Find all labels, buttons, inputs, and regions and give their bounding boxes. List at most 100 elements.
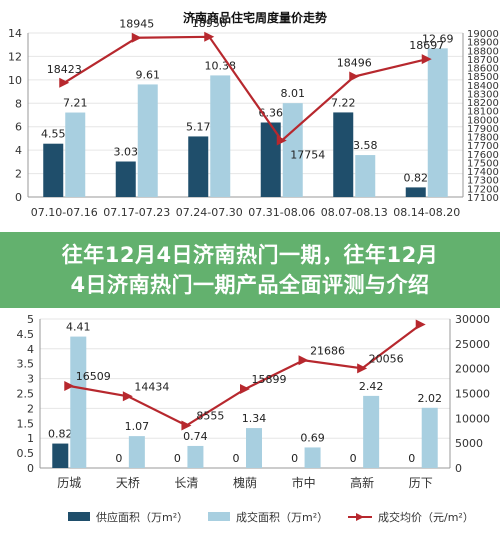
chart2-deal-label: 4.41	[66, 321, 91, 334]
chart2-price-marker	[415, 319, 426, 330]
chart2-deal-bar	[70, 336, 87, 468]
title-banner: 往年12月4日济南热门一期，往年12月 4日济南热门一期产品全面评测与介绍	[0, 232, 500, 308]
chart1-deal-bar	[427, 48, 448, 197]
chart1-supply-bar	[333, 112, 354, 197]
chart1-left-tick: 0	[15, 191, 22, 204]
chart1-deal-label: 8.01	[281, 87, 306, 100]
chart1-category-label: 07.31-08.06	[248, 206, 315, 219]
chart1-right-tick: 18800	[467, 46, 499, 57]
chart1-supply-bar	[405, 187, 426, 197]
chart1-right-tick: 17300	[467, 176, 499, 187]
chart2-deal-bar	[246, 428, 262, 468]
chart1-deal-bar	[137, 84, 158, 197]
chart2-left-tick: 2	[27, 402, 34, 415]
chart1-right-tick: 18200	[467, 98, 499, 109]
chart1-deal-label: 10.38	[205, 59, 237, 72]
chart2-right-tick: 5000	[455, 437, 483, 450]
chart2-price-label: 14434	[134, 380, 169, 393]
chart2-price-marker	[122, 391, 133, 402]
chart2-supply-zero-label: 0	[115, 452, 122, 465]
chart2-left-tick: 4.5	[17, 328, 35, 341]
chart1-right-tick: 18600	[467, 64, 499, 75]
chart1-left-tick: 12	[8, 50, 22, 63]
chart1-deal-label: 3.58	[353, 139, 378, 152]
chart1-supply-bar	[43, 143, 64, 197]
chart1-right-tick: 18000	[467, 115, 499, 126]
chart2-right-tick: 25000	[455, 338, 490, 351]
chart1-left-tick: 14	[8, 27, 22, 40]
chart1-deal-bar	[65, 112, 86, 197]
chart1-category-label: 07.17-07.23	[103, 206, 170, 219]
chart1-price-label: 18956	[192, 17, 227, 30]
chart2-price-marker	[181, 420, 192, 431]
chart2-left-tick: 4	[27, 343, 34, 356]
chart1-right-tick: 17800	[467, 133, 499, 144]
chart2-deal-bar	[128, 436, 145, 468]
chart1-supply-bar	[260, 122, 281, 197]
chart1-price-label: 18423	[47, 63, 82, 76]
chart1-price-line	[63, 35, 428, 143]
chart1-right-tick: 18700	[467, 55, 499, 66]
chart2-left-tick: 5	[27, 313, 34, 326]
chart1-price-label: 17754	[290, 149, 325, 162]
chart2-price-marker	[357, 363, 368, 374]
chart1-deal-bar	[210, 75, 231, 197]
chart2-supply-bar	[52, 443, 69, 468]
chart1-supply-bar	[188, 136, 209, 197]
legend-deal-swatch	[208, 512, 230, 521]
chart2-right-tick: 0	[455, 462, 462, 475]
chart2-left-tick: 1	[27, 432, 34, 445]
chart1-supply-label: 0.82	[404, 171, 429, 184]
chart2-supply-zero-label: 0	[291, 452, 298, 465]
chart1-right-tick: 17700	[467, 141, 499, 152]
chart2-right-tick: 15000	[455, 388, 490, 401]
chart2-deal-bar	[363, 395, 380, 468]
chart1-supply-label: 4.55	[41, 128, 66, 141]
chart2-supply-zero-label: 0	[408, 452, 415, 465]
chart2-left-tick: 0	[27, 462, 34, 475]
chart2-right-tick: 20000	[455, 363, 490, 376]
chart2-deal-label: 0.74	[183, 430, 208, 443]
chart1-right-tick: 17100	[467, 193, 499, 204]
chart2-price-marker	[240, 384, 250, 395]
legend-deal-label: 成交面积（万m²）	[236, 510, 328, 524]
chart2-deal-bar	[421, 407, 438, 468]
chart1-right-tick: 18900	[467, 38, 499, 49]
chart2-supply-zero-label: 0	[233, 452, 240, 465]
banner-line-2: 4日济南热门一期产品全面评测与介绍	[70, 273, 430, 297]
chart1-right-tick: 18500	[467, 72, 499, 83]
chart1-price-marker	[131, 32, 142, 43]
chart2-category-label: 槐荫	[233, 475, 257, 490]
chart1-price-marker	[59, 77, 70, 88]
chart2-category-label: 高新	[350, 475, 374, 490]
chart1-category-label: 07.24-07.30	[176, 206, 243, 219]
chart1-right-tick: 17400	[467, 167, 499, 178]
chart2-category-label: 市中	[292, 475, 316, 490]
chart1-price-marker	[349, 71, 360, 82]
chart1-right-tick: 17200	[467, 184, 499, 195]
chart1-left-tick: 6	[15, 121, 22, 134]
chart1-right-tick: 18400	[467, 81, 499, 92]
chart2-category-label: 历下	[409, 476, 433, 490]
chart1-supply-bar	[115, 161, 136, 197]
chart2-right-tick: 30000	[455, 313, 490, 326]
chart1-price-marker	[276, 135, 287, 146]
chart2-deal-label: 2.02	[417, 392, 442, 405]
legend-price-label: 成交均价（元/m²）	[378, 510, 474, 524]
chart1-category-label: 08.07-08.13	[321, 206, 388, 219]
chart1-right-tick: 17900	[467, 124, 499, 135]
legend-price-swatch-marker	[356, 513, 364, 521]
chart2-deal-bar	[304, 447, 321, 468]
chart1-deal-label: 9.61	[136, 68, 161, 81]
chart2-left-tick: 0.5	[17, 447, 35, 460]
chart1-price-marker	[421, 54, 432, 65]
chart2-left-tick: 3	[27, 373, 34, 386]
chart1-category-label: 07.10-07.16	[31, 206, 98, 219]
chart1-supply-label: 7.22	[331, 96, 356, 109]
chart2-deal-label: 2.42	[359, 380, 384, 393]
chart1-price-marker	[204, 31, 215, 42]
chart1-deal-label: 12.69	[422, 32, 454, 45]
chart2-supply-label: 0.82	[48, 428, 73, 441]
chart2-category-label: 历城	[57, 476, 81, 490]
